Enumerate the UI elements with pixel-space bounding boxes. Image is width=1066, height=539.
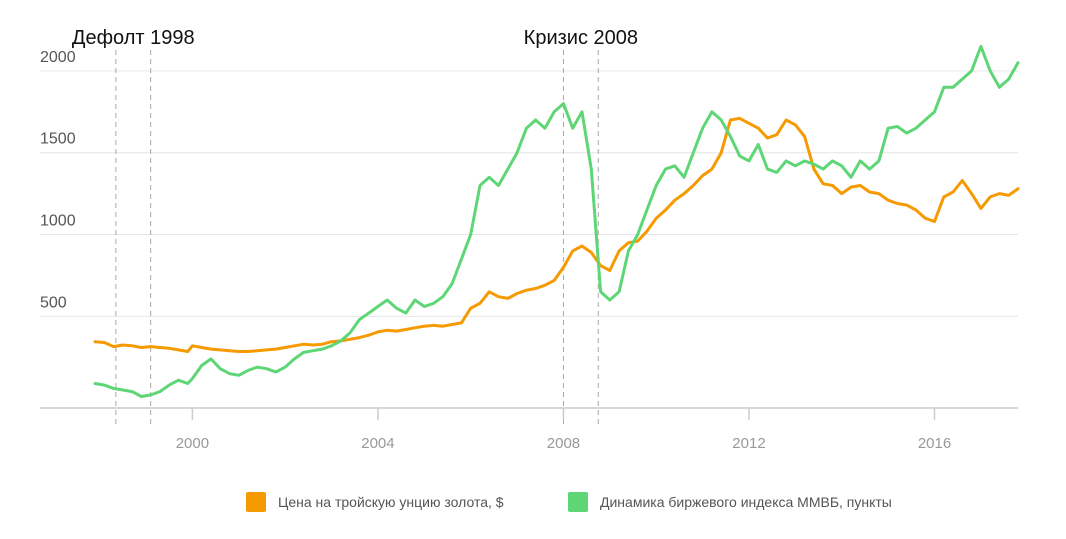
legend-label-micex: Динамика биржевого индекса ММВБ, пункты: [600, 494, 892, 510]
x-tick-label-2012: 2012: [732, 435, 765, 452]
x-tick-label-2004: 2004: [361, 435, 394, 452]
x-tick-label-2000: 2000: [176, 435, 209, 452]
y-axis-ticks: 500 1000 1500 2000: [40, 49, 76, 311]
y-tick-label-1000: 1000: [40, 213, 76, 230]
x-axis-ticks: 2000 2004 2008 2012 2016: [176, 408, 951, 452]
x-tick-label-2008: 2008: [547, 435, 580, 452]
series-line-0: [93, 116, 1020, 353]
y-tick-label-1500: 1500: [40, 131, 76, 148]
event-label-0: Дефолт 1998: [72, 27, 195, 49]
series-lines: [93, 44, 1020, 398]
gridlines: [40, 70, 1018, 317]
event-markers: Дефолт 1998 Кризис 2008: [72, 27, 638, 428]
event-label-1: Кризис 2008: [524, 27, 638, 49]
legend-label-gold: Цена на тройскую унцию золота, $: [278, 494, 504, 510]
legend-item-gold: Цена на тройскую унцию золота, $: [246, 492, 504, 512]
legend: Цена на тройскую унцию золота, $ Динамик…: [0, 492, 1066, 520]
y-tick-label-2000: 2000: [40, 49, 76, 66]
x-tick-label-2016: 2016: [918, 435, 951, 452]
legend-swatch-micex: [568, 492, 588, 512]
series-line-1: [93, 44, 1020, 398]
legend-swatch-gold: [246, 492, 266, 512]
legend-item-micex: Динамика биржевого индекса ММВБ, пункты: [568, 492, 892, 512]
y-tick-label-500: 500: [40, 294, 67, 311]
